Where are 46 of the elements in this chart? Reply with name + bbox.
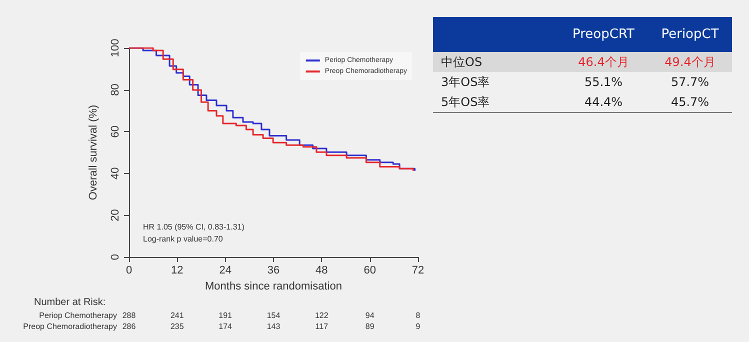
category-label: Preop Chemoradiotherapy (23, 322, 117, 331)
category-label: 5年OS率 (441, 94, 490, 108)
text: 94 (365, 311, 374, 320)
y-tick-label: 100 (110, 38, 122, 58)
text: 191 (218, 311, 232, 320)
y-tick-label: 40 (110, 167, 122, 180)
x-tick-label: 48 (316, 264, 328, 276)
category-label: 3年OS率 (441, 74, 490, 88)
text: 174 (218, 322, 232, 331)
x-axis-title: Months since randomisation (205, 280, 342, 292)
category-label: 中位OS (441, 54, 482, 68)
text: 57.7% (670, 75, 710, 89)
x-tick-label: 12 (171, 264, 184, 276)
text: 8 (416, 311, 420, 320)
text: 143 (266, 322, 280, 331)
text: 44.4% (584, 95, 623, 109)
annotation: Log-rank p value=0.70 (143, 234, 224, 244)
category-label: PreopCRT (572, 26, 636, 44)
text: 241 (170, 311, 184, 320)
text: 89 (365, 322, 374, 331)
text: 286 (122, 322, 136, 331)
text: Number at Risk: (34, 297, 106, 308)
annotation: HR 1.05 (95% CI, 0.83-1.31) (143, 222, 245, 232)
y-tick-label: 60 (110, 125, 122, 138)
y-tick-label: 80 (110, 84, 122, 96)
text: 55.1% (584, 75, 623, 89)
category-label: PeriopCT (660, 26, 720, 44)
x-tick-label: 60 (364, 264, 376, 276)
text: 288 (122, 311, 136, 320)
x-tick-label: 72 (412, 264, 424, 276)
text: 9 (416, 322, 420, 331)
text: 46.4个月 (578, 54, 629, 68)
text: 45.7% (670, 95, 710, 109)
text: 122 (314, 311, 328, 320)
y-tick-label: 0 (110, 254, 122, 260)
text: 154 (266, 311, 280, 320)
text: 235 (170, 322, 184, 331)
x-tick-label: 36 (267, 264, 280, 276)
y-axis-title: Overall survival (%) (88, 104, 100, 200)
category-label: Periop Chemotherapy (39, 311, 117, 320)
x-tick-label: 24 (219, 264, 232, 276)
y-tick-label: 20 (110, 209, 122, 222)
text: 49.4个月 (664, 54, 716, 68)
x-tick-label: 0 (126, 264, 132, 276)
text: 117 (315, 322, 328, 331)
table-header: PreopCRT PeriopCT (433, 17, 732, 52)
